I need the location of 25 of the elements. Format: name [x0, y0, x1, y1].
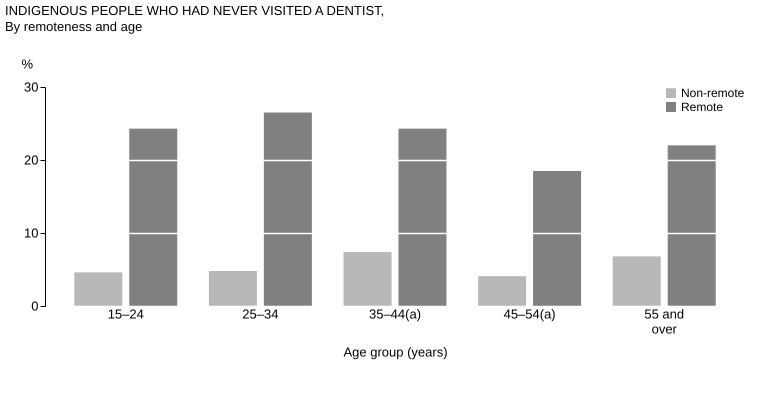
bar [478, 276, 526, 306]
bar [398, 128, 446, 306]
bar [208, 270, 257, 306]
legend-label: Remote [681, 100, 724, 114]
y-tick-label: 30 [24, 80, 38, 94]
y-tick-label: 10 [24, 226, 38, 240]
y-axis-title: % [22, 56, 34, 72]
bar [668, 145, 716, 306]
y-tick-label: 0 [31, 298, 38, 314]
x-tick-label: 25–34 [242, 306, 278, 322]
bar [264, 112, 312, 306]
x-tick-label: 15–24 [108, 306, 144, 322]
bar [129, 128, 178, 306]
x-tick-label: 55 and over [644, 306, 684, 336]
bar [344, 252, 392, 306]
chart-title: INDIGENOUS PEOPLE WHO HAD NEVER VISITED A DENTIST, [5, 3, 384, 18]
bar [533, 170, 582, 306]
bar [74, 272, 122, 306]
bar [612, 256, 661, 306]
x-axis-title: Age group (years) [343, 344, 448, 360]
chart-subtitle: By remoteness and age [5, 19, 142, 34]
x-tick-label: 35–44(a) [368, 306, 422, 322]
x-tick-label: 45–54(a) [504, 306, 556, 322]
y-tick-label: 20 [24, 152, 38, 168]
legend-label: Non-remote [681, 86, 745, 100]
